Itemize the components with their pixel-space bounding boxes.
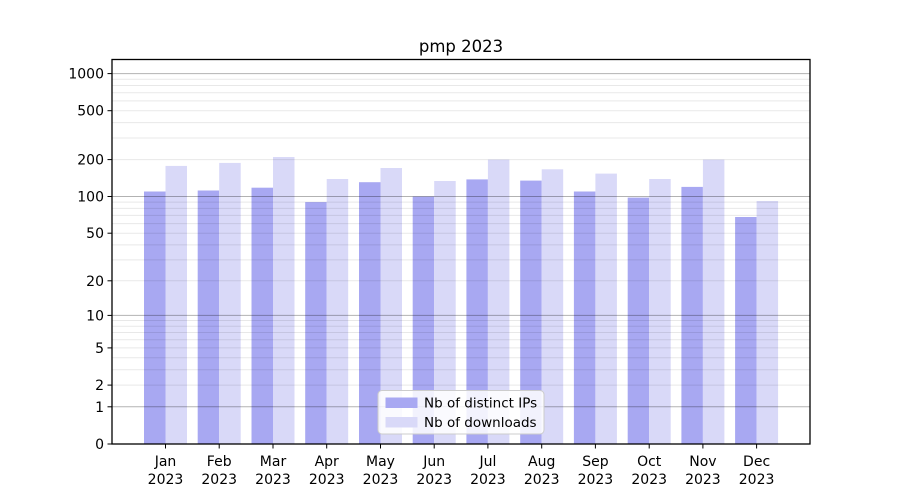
x-tick-label-year: 2023 xyxy=(148,472,184,488)
x-tick-label-month: Dec xyxy=(743,454,770,470)
x-tick-label-month: Aug xyxy=(528,454,555,470)
x-tick-label-month: Mar xyxy=(260,454,287,470)
x-tick-label-year: 2023 xyxy=(685,472,721,488)
plot-border xyxy=(111,58,811,445)
bar-downloads-nov xyxy=(702,159,725,444)
bar-distinct-ips-aug xyxy=(520,180,542,444)
y-tick-label: 100 xyxy=(77,190,104,206)
bar-distinct-ips-feb xyxy=(197,190,220,444)
chart-title: pmp 2023 xyxy=(419,37,503,56)
bar-distinct-ips-mar xyxy=(251,187,273,444)
bar-distinct-ips-apr xyxy=(305,202,327,444)
x-tick-label-year: 2023 xyxy=(309,472,345,488)
x-tick-label-year: 2023 xyxy=(255,472,291,488)
x-tick-label-month: Jan xyxy=(154,454,177,470)
bar-downloads-jun xyxy=(434,181,456,444)
x-tick-label-month: Apr xyxy=(315,454,339,470)
y-tick-label: 20 xyxy=(86,274,104,290)
legend-swatch-downloads xyxy=(385,417,418,428)
y-tick-label: 5 xyxy=(95,341,104,357)
y-tick-label: 1000 xyxy=(68,67,104,83)
y-tick-label: 500 xyxy=(77,104,104,120)
bar-distinct-ips-oct xyxy=(627,197,650,444)
x-tick-label-month: Sep xyxy=(582,454,609,470)
legend-label-downloads: Nb of downloads xyxy=(424,415,537,431)
bar-downloads-jul xyxy=(487,159,510,444)
y-tick-label: 1 xyxy=(95,400,104,416)
x-tick-label-year: 2023 xyxy=(631,472,667,488)
bar-downloads-dec xyxy=(756,201,779,444)
bar-downloads-feb xyxy=(219,162,241,444)
legend-box xyxy=(377,390,545,435)
x-tick-label-year: 2023 xyxy=(524,472,560,488)
bar-distinct-ips-nov xyxy=(681,186,703,444)
bar-distinct-ips-may xyxy=(359,182,381,444)
x-tick-label-month: May xyxy=(366,454,395,470)
legend: Nb of distinct IPs Nb of downloads xyxy=(377,390,545,435)
bar-distinct-ips-jan xyxy=(144,191,166,444)
y-tick-label: 2 xyxy=(95,378,104,394)
bar-downloads-oct xyxy=(649,179,671,444)
bars-layer xyxy=(144,157,779,445)
legend-label-distinct-ips: Nb of distinct IPs xyxy=(424,396,537,412)
grid-layer xyxy=(112,73,810,408)
bar-distinct-ips-dec xyxy=(735,217,757,444)
x-tick-label-year: 2023 xyxy=(416,472,452,488)
x-tick-label-month: Oct xyxy=(637,454,662,470)
bar-downloads-jan xyxy=(165,165,187,444)
x-tick-label-year: 2023 xyxy=(578,472,614,488)
x-tick-label-month: Jun xyxy=(422,454,445,470)
bar-downloads-mar xyxy=(273,157,295,444)
x-tick-label-year: 2023 xyxy=(470,472,506,488)
bar-distinct-ips-jun xyxy=(412,196,435,444)
y-tick-label: 200 xyxy=(77,153,104,169)
bar-downloads-sep xyxy=(595,173,617,444)
bar-distinct-ips-sep xyxy=(573,191,596,444)
bar-downloads-may xyxy=(380,168,402,444)
y-tick-label: 0 xyxy=(95,437,104,453)
x-tick-label-year: 2023 xyxy=(739,472,775,488)
bar-downloads-aug xyxy=(541,169,564,445)
x-tick-label-year: 2023 xyxy=(201,472,237,488)
x-tick-label-month: Jul xyxy=(478,454,496,470)
x-tick-label-year: 2023 xyxy=(363,472,399,488)
axis-layer: 10005002001005020105210Jan2023Feb2023Mar… xyxy=(68,58,811,488)
y-tick-label: 50 xyxy=(86,226,104,242)
x-tick-label-month: Feb xyxy=(207,454,232,470)
y-tick-label: 10 xyxy=(86,308,104,324)
bar-downloads-apr xyxy=(326,179,349,444)
bar-distinct-ips-jul xyxy=(466,179,488,444)
x-tick-label-month: Nov xyxy=(689,454,716,470)
legend-swatch-distinct-ips xyxy=(385,397,418,408)
